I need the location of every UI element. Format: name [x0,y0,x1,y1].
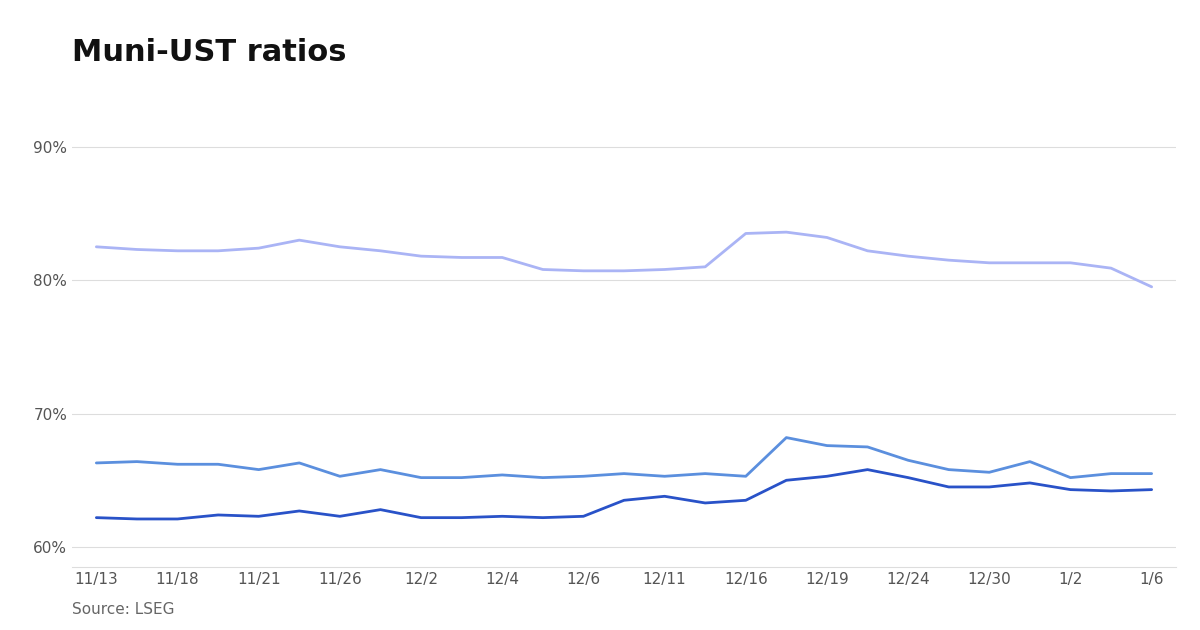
Text: Source: LSEG: Source: LSEG [72,602,174,617]
Text: Muni-UST ratios: Muni-UST ratios [72,38,347,67]
